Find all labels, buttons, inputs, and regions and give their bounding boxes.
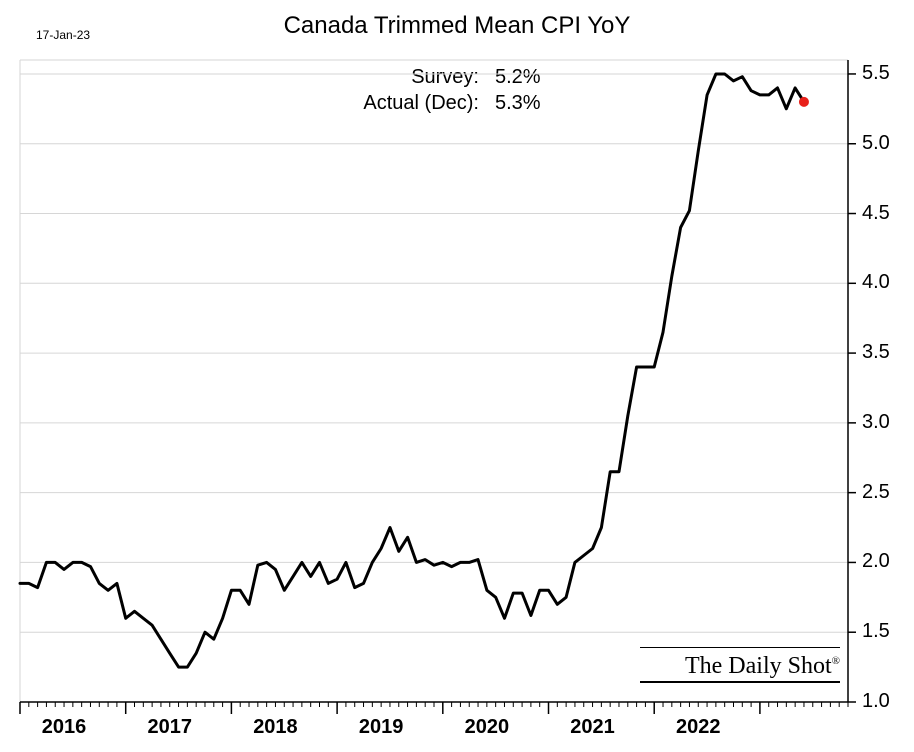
chart-svg (0, 0, 914, 752)
y-tick-label: 5.0 (862, 132, 890, 155)
y-tick-label: 4.5 (862, 202, 890, 225)
y-tick-label: 3.0 (862, 411, 890, 434)
source-attribution: The Daily Shot® (685, 653, 840, 680)
x-tick-label: 2021 (553, 716, 633, 739)
x-tick-label: 2020 (447, 716, 527, 739)
y-tick-label: 2.5 (862, 481, 890, 504)
y-tick-label: 1.5 (862, 620, 890, 643)
y-tick-label: 1.0 (862, 690, 890, 713)
source-rule-top (640, 647, 840, 648)
source-text: The Daily Shot (685, 653, 832, 679)
source-rule-bottom (640, 681, 840, 683)
x-tick-label: 2022 (658, 716, 738, 739)
y-tick-label: 3.5 (862, 341, 890, 364)
x-tick-label: 2016 (24, 716, 104, 739)
y-tick-label: 4.0 (862, 271, 890, 294)
x-tick-label: 2018 (235, 716, 315, 739)
x-tick-label: 2019 (341, 716, 421, 739)
y-tick-label: 5.5 (862, 62, 890, 85)
x-tick-label: 2017 (130, 716, 210, 739)
y-tick-label: 2.0 (862, 550, 890, 573)
source-reg: ® (832, 655, 840, 667)
chart-container: 17-Jan-23 Canada Trimmed Mean CPI YoY Su… (0, 0, 914, 752)
